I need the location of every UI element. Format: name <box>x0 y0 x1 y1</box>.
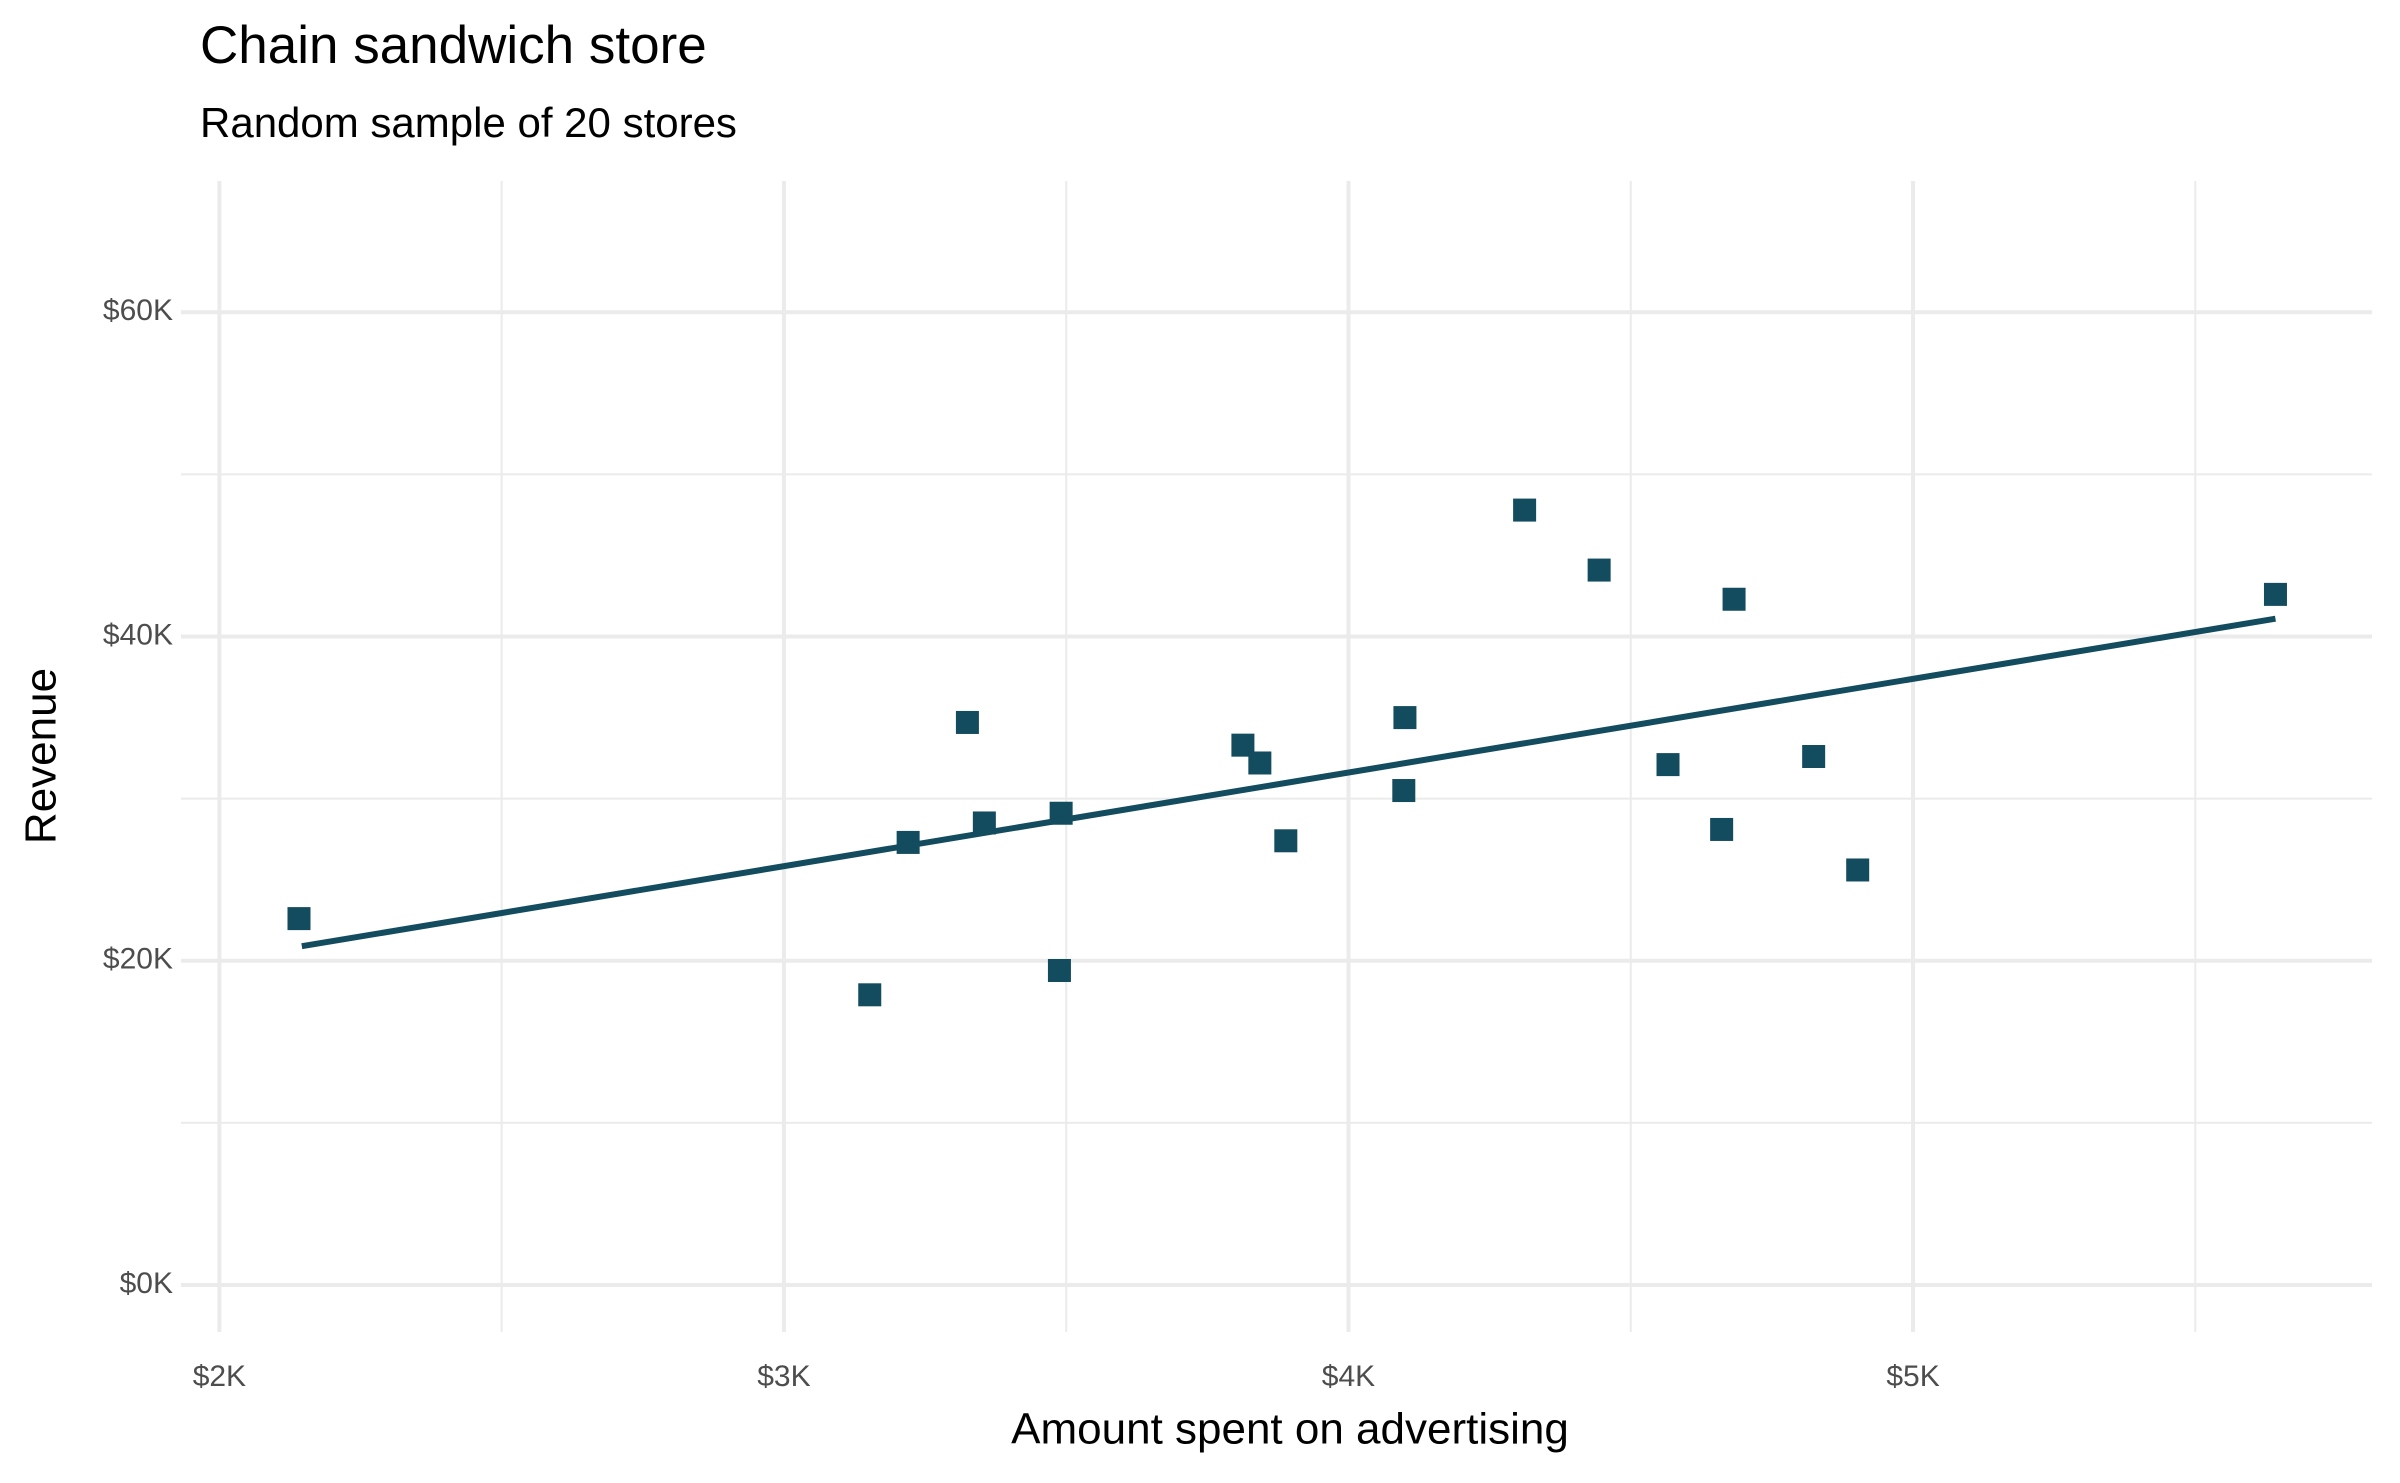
y-tick-label: $60K <box>103 294 173 327</box>
point <box>1710 817 1734 841</box>
point <box>1047 958 1071 982</box>
y-axis-title: Revenue <box>17 668 66 844</box>
point <box>1513 498 1537 522</box>
point <box>1231 733 1255 757</box>
point <box>1802 745 1826 768</box>
x-axis-title: Amount spent on advertising <box>1011 1405 1569 1454</box>
y-tick-label: $40K <box>103 618 173 651</box>
point <box>858 983 882 1007</box>
point <box>1846 858 1870 882</box>
point <box>1248 751 1272 775</box>
y-tick-label: $20K <box>103 943 173 976</box>
chart-subtitle: Random sample of 20 stores <box>200 99 737 146</box>
y-tick-label: $0K <box>120 1267 173 1300</box>
point <box>1393 706 1417 730</box>
point <box>1587 558 1611 582</box>
trend-line <box>301 615 2276 950</box>
x-tick-label: $3K <box>757 1360 810 1393</box>
point <box>972 811 996 835</box>
x-tick-label: $2K <box>193 1360 246 1393</box>
x-tick-label: $5K <box>1886 1360 1939 1393</box>
x-tick-label: $4K <box>1322 1360 1375 1393</box>
point <box>287 907 311 931</box>
chart-title: Chain sandwich store <box>200 16 707 75</box>
point <box>1656 753 1680 777</box>
point <box>1722 587 1746 611</box>
point <box>2263 582 2287 606</box>
point <box>955 710 979 734</box>
point <box>1392 779 1416 803</box>
point <box>1274 829 1298 853</box>
